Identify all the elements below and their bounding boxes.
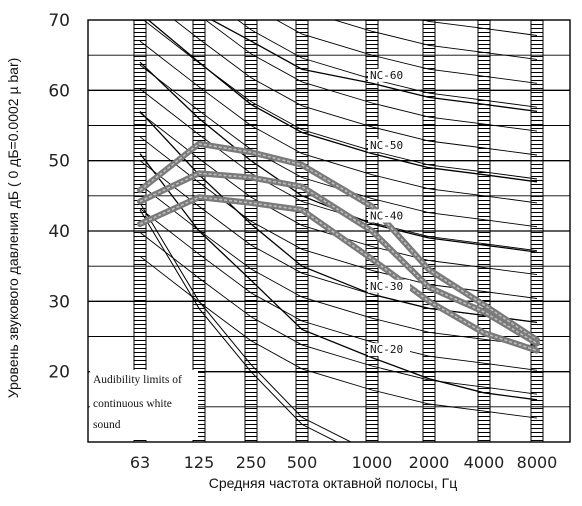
nc-curve-NC-50 <box>147 20 538 183</box>
nc-ref-curve <box>139 40 538 204</box>
nc-label-bg <box>368 68 410 82</box>
nc-label-NC-30: NC-30 <box>370 280 403 293</box>
x-tick-8000: 8000 <box>517 453 558 472</box>
annotation-box <box>90 370 198 440</box>
y-tick-70: 70 <box>48 11 70 31</box>
nc-label-NC-40: NC-40 <box>370 210 403 223</box>
nc-label-NC-60: NC-60 <box>370 69 403 82</box>
nc-label-bg <box>368 343 410 357</box>
x-tick-63: 63 <box>130 453 150 472</box>
nc-ref-curve <box>332 20 538 60</box>
annotation-line-1: Audibility limits of <box>93 374 182 386</box>
series-2-dash <box>139 172 538 345</box>
nc-curves <box>139 0 538 419</box>
nc-curve-NC-30 <box>139 110 538 324</box>
x-tick-250: 250 <box>236 453 267 472</box>
y-tick-20: 20 <box>48 363 70 383</box>
nc-label-NC-50: NC-50 <box>370 139 403 152</box>
nc-ref-curve <box>421 20 538 36</box>
x-tick-500: 500 <box>287 453 318 472</box>
nc-labels: NC-20 NC-30 NC-40 NC-50 NC-60 <box>368 68 410 357</box>
nc-ref-curve <box>173 20 538 156</box>
nc-label-NC-20: NC-20 <box>370 343 403 356</box>
measured-series <box>137 140 540 354</box>
series-3-dash <box>139 196 538 352</box>
nc-ref-curve <box>237 20 538 108</box>
y-tick-30: 30 <box>48 292 70 312</box>
nc-ref-curve <box>139 208 538 371</box>
x-tick-1000: 1000 <box>352 453 393 472</box>
y-tick-50: 50 <box>48 152 70 172</box>
x-axis-label: Средняя частота октавной полосы, Гц <box>209 475 457 491</box>
x-tick-2000: 2000 <box>409 453 450 472</box>
nc-curve-NC-60 <box>210 20 538 113</box>
y-tick-labels: 20 30 40 50 60 70 <box>48 11 70 383</box>
nc-label-bg <box>368 279 410 293</box>
nc-ref-curve <box>139 255 538 419</box>
y-tick-40: 40 <box>48 222 70 242</box>
audibility-curve-2 <box>139 202 353 442</box>
annotation-line-2: continuous white <box>93 398 172 410</box>
x-tick-labels: 63 125 250 500 1000 2000 4000 8000 <box>130 453 558 472</box>
plot-border <box>87 19 571 443</box>
audibility-annotation: Audibility limits of continuous white so… <box>90 370 198 440</box>
nc-ref-curve <box>275 20 538 84</box>
annotation-line-3: sound <box>93 419 121 431</box>
audibility-curves <box>139 202 353 442</box>
nc-ref-curve <box>139 136 538 299</box>
nc-curve-NC-20 <box>139 153 538 401</box>
x-tick-125: 125 <box>184 453 215 472</box>
nc-label-bg <box>368 209 410 223</box>
audibility-curve-1 <box>139 209 339 442</box>
plot-frame <box>87 19 571 443</box>
series-1-dash <box>139 142 538 341</box>
nc-ref-curve <box>140 0 537 12</box>
nc-label-bg <box>368 139 410 153</box>
nc-ref-curve <box>139 232 538 395</box>
x-tick-4000: 4000 <box>464 453 505 472</box>
y-axis-label: Уровень звукового давления дБ ( 0 дБ=0.0… <box>5 58 21 399</box>
y-tick-60: 60 <box>48 81 70 101</box>
nc-ref-curve <box>204 20 538 132</box>
nc-ref-curve <box>139 184 538 347</box>
